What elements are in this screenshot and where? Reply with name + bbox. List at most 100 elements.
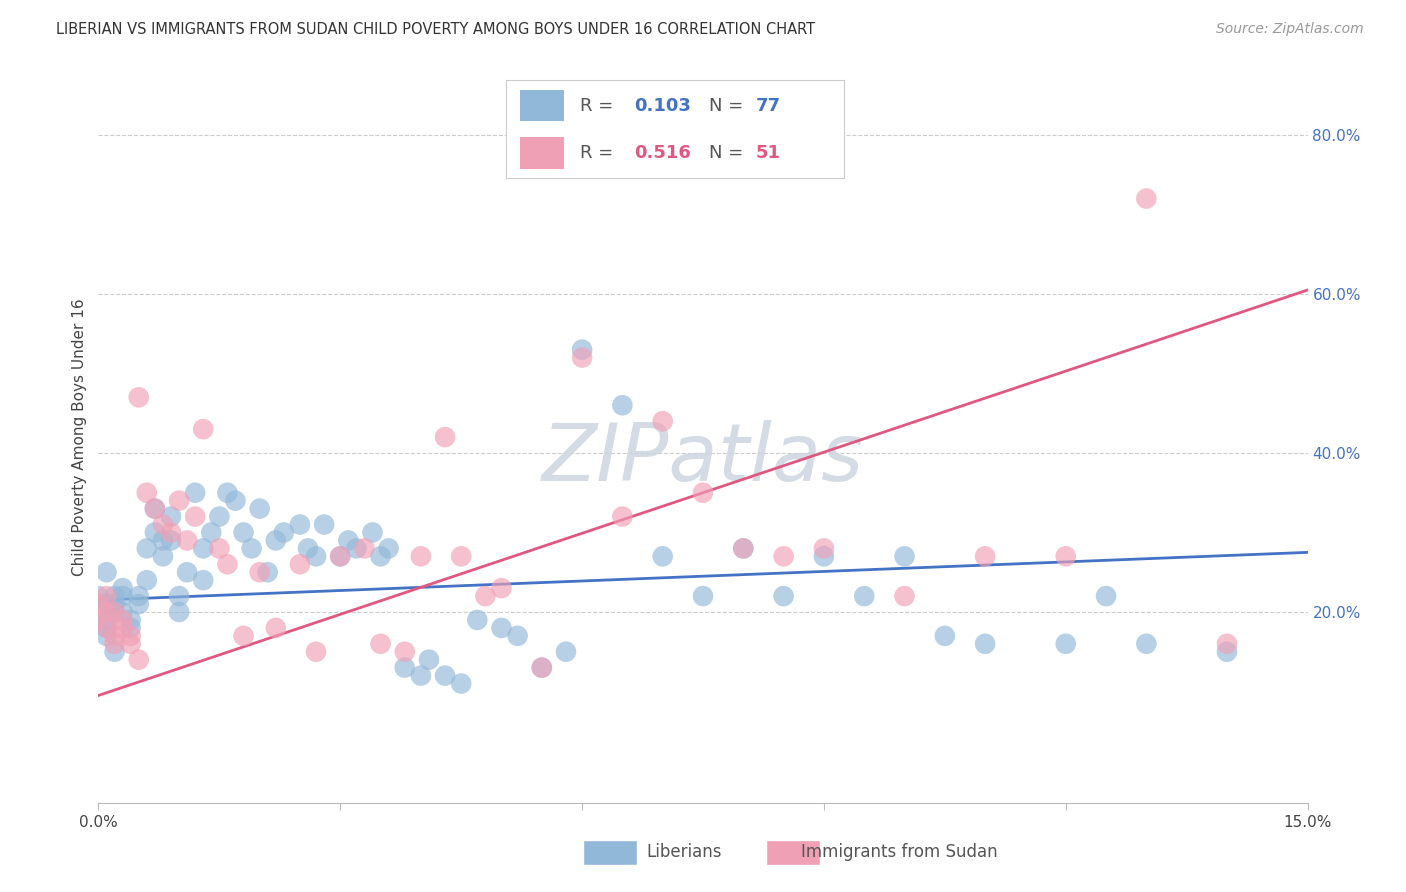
Point [813, 549, 835, 564]
Point [288, 558, 311, 572]
Point [612, 509, 634, 524]
Point [465, 613, 488, 627]
Point [96, 621, 118, 635]
Point [297, 541, 319, 556]
Point [135, 541, 157, 556]
Point [217, 558, 239, 572]
Text: Liberians: Liberians [647, 843, 723, 861]
Point [103, 629, 125, 643]
Point [103, 637, 125, 651]
Point [232, 525, 254, 540]
Point [160, 525, 183, 540]
Point [200, 525, 222, 540]
Point [208, 541, 231, 556]
Point [224, 493, 246, 508]
Point [264, 533, 287, 548]
Point [193, 422, 215, 436]
Point [491, 621, 513, 635]
Point [160, 533, 183, 548]
Point [143, 525, 166, 540]
Point [450, 676, 472, 690]
Point [249, 501, 271, 516]
Point [87, 597, 110, 611]
Point [103, 597, 125, 611]
Point [264, 621, 287, 635]
Point [103, 645, 125, 659]
Text: 77: 77 [756, 97, 780, 115]
Point [288, 517, 311, 532]
Point [249, 566, 271, 580]
Point [692, 589, 714, 603]
Point [103, 605, 125, 619]
Point [733, 541, 755, 556]
Point [87, 613, 110, 627]
Point [193, 541, 215, 556]
Point [217, 485, 239, 500]
Point [530, 660, 553, 674]
Point [167, 605, 190, 619]
Point [96, 621, 118, 635]
Point [1054, 549, 1077, 564]
Point [111, 581, 134, 595]
Point [143, 501, 166, 516]
Point [934, 629, 956, 643]
Point [344, 541, 367, 556]
Point [530, 660, 553, 674]
Point [1135, 192, 1157, 206]
Point [128, 597, 150, 611]
Point [176, 533, 198, 548]
Point [103, 589, 125, 603]
Point [96, 589, 118, 603]
Point [893, 549, 915, 564]
Point [571, 343, 593, 357]
Text: N =: N = [709, 144, 748, 161]
Point [135, 485, 157, 500]
Point [434, 668, 457, 682]
Point [612, 398, 634, 412]
Text: ZIPatlas: ZIPatlas [541, 420, 865, 498]
Point [305, 645, 328, 659]
Point [893, 589, 915, 603]
Point [974, 549, 997, 564]
Point [1095, 589, 1118, 603]
Point [160, 509, 183, 524]
Point [208, 509, 231, 524]
Point [377, 541, 399, 556]
Text: R =: R = [581, 97, 620, 115]
Point [409, 668, 432, 682]
Point [96, 566, 118, 580]
Point [152, 549, 174, 564]
Bar [520, 90, 564, 121]
Point [184, 485, 207, 500]
Point [111, 613, 134, 627]
Point [337, 533, 360, 548]
Point [394, 660, 416, 674]
Text: 51: 51 [756, 144, 780, 161]
Text: 0.516: 0.516 [634, 144, 692, 161]
Point [111, 589, 134, 603]
Point [128, 390, 150, 404]
Point [651, 414, 673, 428]
Point [273, 525, 295, 540]
Point [555, 645, 578, 659]
Point [370, 637, 392, 651]
Text: R =: R = [581, 144, 620, 161]
Point [87, 605, 110, 619]
Point [96, 629, 118, 643]
Point [152, 517, 174, 532]
Point [240, 541, 263, 556]
Text: N =: N = [709, 97, 748, 115]
Point [361, 525, 384, 540]
Point [450, 549, 472, 564]
Point [193, 573, 215, 587]
Point [305, 549, 328, 564]
Point [434, 430, 457, 444]
Point [418, 653, 440, 667]
Point [329, 549, 352, 564]
Point [96, 597, 118, 611]
Point [128, 589, 150, 603]
Point [506, 629, 529, 643]
Point [176, 566, 198, 580]
Point [1135, 637, 1157, 651]
Point [120, 629, 142, 643]
